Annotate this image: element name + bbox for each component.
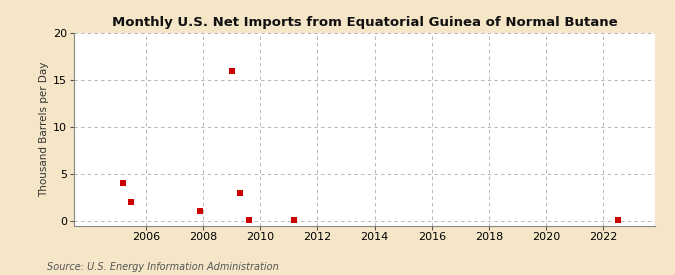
Point <box>235 190 246 195</box>
Text: Source: U.S. Energy Information Administration: Source: U.S. Energy Information Administ… <box>47 262 279 272</box>
Point <box>117 181 128 185</box>
Y-axis label: Thousand Barrels per Day: Thousand Barrels per Day <box>39 62 49 197</box>
Title: Monthly U.S. Net Imports from Equatorial Guinea of Normal Butane: Monthly U.S. Net Imports from Equatorial… <box>111 16 618 29</box>
Point <box>226 68 237 73</box>
Point <box>126 200 137 204</box>
Point <box>612 218 623 222</box>
Point <box>289 218 300 222</box>
Point <box>194 209 205 214</box>
Point <box>243 218 254 222</box>
